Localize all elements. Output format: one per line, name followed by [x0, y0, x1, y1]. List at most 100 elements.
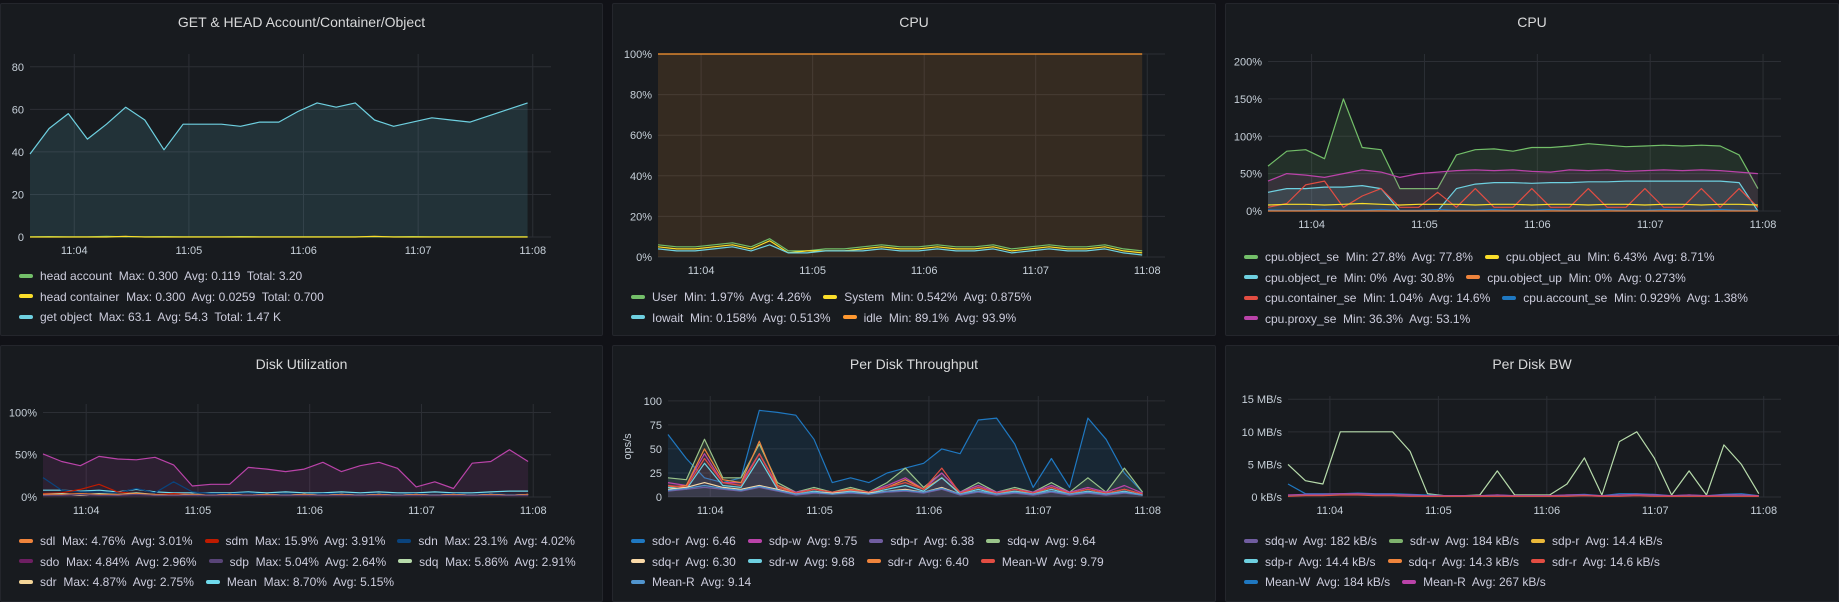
legend-item[interactable]: sdp-r Avg: 14.4 kB/s: [1529, 531, 1663, 552]
legend-row: cpu.container_se Min: 1.04% Avg: 14.6% cp…: [1242, 288, 1830, 309]
legend-item[interactable]: sdp-w Avg: 9.75: [746, 531, 857, 552]
x-tick-label: 11:06: [1533, 505, 1560, 517]
legend-stats: Avg: 184 kB/s: [1310, 575, 1391, 589]
legend-item[interactable]: Mean-R Avg: 267 kB/s: [1400, 572, 1546, 593]
panel-title[interactable]: CPU: [899, 14, 929, 30]
panel-cpu-1[interactable]: CPU 0% 20% 40% 60% 80% 100% 11:04 11:05 11:06 11:…: [612, 3, 1216, 336]
x-tick-label: 11:07: [1025, 505, 1052, 517]
legend-item[interactable]: get object Max: 63.1 Avg: 54.3 Total: 1.…: [17, 307, 281, 328]
series-line: [1287, 431, 1760, 497]
x-tick-label: 11:04: [61, 245, 88, 257]
legend-item[interactable]: sdr-w Avg: 9.68: [746, 552, 855, 573]
y-tick-label: 0%: [21, 492, 37, 504]
legend-item[interactable]: sdm Max: 15.9% Avg: 3.91%: [203, 531, 385, 552]
legend-item[interactable]: Mean-R Avg: 9.14: [629, 572, 751, 593]
legend-item[interactable]: sdq-r Avg: 6.30: [629, 552, 736, 573]
series-line: [30, 235, 528, 238]
panel-title[interactable]: CPU: [1517, 14, 1547, 30]
legend-item[interactable]: sdl Max: 4.76% Avg: 3.01%: [17, 531, 193, 552]
chart-cpu-1: 0% 20% 40% 60% 80% 100% 11:04 11:05 11:06 11:07 11…: [624, 49, 1165, 277]
legend: User Min: 1.97% Avg: 4.26% System Min: 0.…: [629, 287, 1207, 328]
legend-item[interactable]: sdn Max: 23.1% Avg: 4.02%: [395, 531, 575, 552]
legend-item[interactable]: Mean Max: 8.70% Avg: 5.15%: [204, 572, 394, 593]
panel-per-disk-throughput[interactable]: Per Disk Throughput 0 25 50 75 100 11:04 11:05…: [612, 345, 1216, 602]
panel-disk-util[interactable]: Disk Utilization 0% 50% 100% 11:04 11:05 11:0…: [0, 345, 603, 602]
legend-swatch: [19, 559, 33, 564]
legend-stats: Avg: 14.4 kB/s: [1579, 534, 1663, 548]
legend-name: User: [652, 290, 678, 304]
series-line: [667, 484, 1143, 496]
legend-item[interactable]: sdo-r Avg: 6.46: [629, 531, 736, 552]
legend-item[interactable]: cpu.account_se Min: 0.929% Avg: 1.38%: [1500, 288, 1748, 309]
panel-per-disk-bw[interactable]: Per Disk BW 0 kB/s 5 MB/s 10 MB/s 15 MB/s 11…: [1225, 345, 1839, 602]
legend-swatch: [19, 273, 33, 278]
y-tick-label: 200%: [1234, 57, 1262, 69]
legend-item[interactable]: sdq-r Avg: 14.3 kB/s: [1386, 552, 1519, 573]
legend-item[interactable]: sdo Max: 4.84% Avg: 2.96%: [17, 552, 197, 573]
panel-cpu-2[interactable]: CPU 0% 50% 100% 150% 200% 11:04 11:05 11:06 11:0…: [1225, 3, 1839, 336]
chart-disk-util: 0% 50% 100% 11:04 11:05 11:06 11:07 11:08: [9, 404, 551, 517]
legend-swatch: [631, 538, 645, 543]
legend-item[interactable]: sdr Max: 4.87% Avg: 2.75%: [17, 572, 194, 593]
x-tick-label: 11:06: [916, 505, 943, 517]
legend-item[interactable]: idle Min: 89.1% Avg: 93.9%: [841, 308, 1017, 329]
legend-item[interactable]: Mean-W Avg: 184 kB/s: [1242, 572, 1390, 593]
legend-name: sdo-r: [652, 534, 680, 548]
legend-item[interactable]: cpu.object_au Min: 6.43% Avg: 8.71%: [1483, 247, 1715, 268]
legend-name: sdn: [418, 534, 438, 548]
legend-swatch: [1387, 559, 1402, 564]
legend-name: cpu.object_re: [1265, 270, 1338, 285]
legend-swatch: [19, 314, 33, 319]
legend-item[interactable]: sdq-w Avg: 182 kB/s: [1242, 531, 1377, 552]
legend-swatch: [980, 559, 995, 564]
legend-stats: Avg: 6.40: [912, 554, 969, 569]
legend-item[interactable]: User Min: 1.97% Avg: 4.26%: [629, 287, 811, 308]
legend-item[interactable]: System Min: 0.542% Avg: 0.875%: [821, 287, 1031, 308]
legend-item[interactable]: sdq Max: 5.86% Avg: 2.91%: [396, 552, 576, 573]
legend-swatch: [1484, 254, 1499, 259]
legend-stats: Min: 89.1% Avg: 93.9%: [882, 310, 1017, 325]
legend-item[interactable]: sdp-r Avg: 6.38: [867, 531, 974, 552]
legend-item[interactable]: sdp-r Avg: 14.4 kB/s: [1242, 552, 1376, 573]
series-line: [43, 493, 529, 496]
x-tick-label: 11:06: [1524, 219, 1551, 231]
legend-item[interactable]: sdq-w Avg: 9.64: [984, 531, 1096, 552]
legend-swatch: [631, 579, 645, 584]
panel-title[interactable]: Per Disk Throughput: [849, 356, 979, 372]
legend-name: sdp-r: [890, 534, 918, 548]
panel-get-head[interactable]: GET & HEAD Account/Container/Object 0 20 4…: [0, 3, 603, 336]
legend-item[interactable]: sdr-w Avg: 184 kB/s: [1387, 531, 1519, 552]
legend-name: sdr-w: [1409, 534, 1440, 548]
legend-name: sdq-r: [652, 554, 680, 569]
legend-item[interactable]: head account Max: 0.300 Avg: 0.119 Total…: [17, 266, 302, 287]
y-tick-label: 25: [650, 468, 662, 480]
legend-item[interactable]: Mean-W Avg: 9.79: [979, 552, 1104, 573]
legend-row: get object Max: 63.1 Avg: 54.3 Total: 1.…: [17, 307, 594, 328]
legend-name: sdr: [40, 575, 57, 589]
y-tick-label: 80: [12, 62, 24, 74]
series-line: [667, 453, 1143, 494]
legend-item[interactable]: cpu.object_se Min: 27.8% Avg: 77.8%: [1242, 247, 1473, 268]
y-tick-label: 100%: [624, 49, 652, 61]
x-tick-label: 11:04: [697, 505, 724, 517]
legend-item[interactable]: cpu.object_up Min: 0% Avg: 0.273%: [1464, 268, 1686, 289]
panel-title[interactable]: Per Disk BW: [1492, 356, 1572, 372]
legend-item[interactable]: Iowait Min: 0.158% Avg: 0.513%: [629, 308, 831, 329]
legend-item[interactable]: sdr-r Avg: 6.40: [865, 552, 969, 573]
legend-name: cpu.account_se: [1523, 291, 1608, 305]
panel-title[interactable]: Disk Utilization: [255, 356, 348, 372]
legend-item[interactable]: cpu.proxy_se Min: 36.3% Avg: 53.1%: [1242, 309, 1470, 330]
x-tick-label: 11:05: [185, 505, 212, 517]
legend-name: cpu.proxy_se: [1265, 311, 1337, 326]
legend-row: User Min: 1.97% Avg: 4.26% System Min: 0.…: [629, 287, 1207, 308]
y-tick-label: 50%: [15, 450, 37, 462]
legend-item[interactable]: head container Max: 0.300 Avg: 0.0259 To…: [17, 287, 324, 308]
panel-title[interactable]: GET & HEAD Account/Container/Object: [177, 14, 426, 30]
legend-name: sdm: [225, 534, 249, 548]
legend-item[interactable]: sdp Max: 5.04% Avg: 2.64%: [207, 552, 386, 573]
legend-item[interactable]: cpu.container_se Min: 1.04% Avg: 14.6%: [1242, 288, 1490, 309]
legend-row: Mean-W Avg: 184 kB/s Mean-R Avg: 267 kB/s: [1242, 572, 1830, 593]
series-line: [667, 453, 1143, 495]
legend-item[interactable]: cpu.object_re Min: 0% Avg: 30.8%: [1242, 268, 1454, 289]
legend-item[interactable]: sdr-r Avg: 14.6 kB/s: [1529, 552, 1660, 573]
